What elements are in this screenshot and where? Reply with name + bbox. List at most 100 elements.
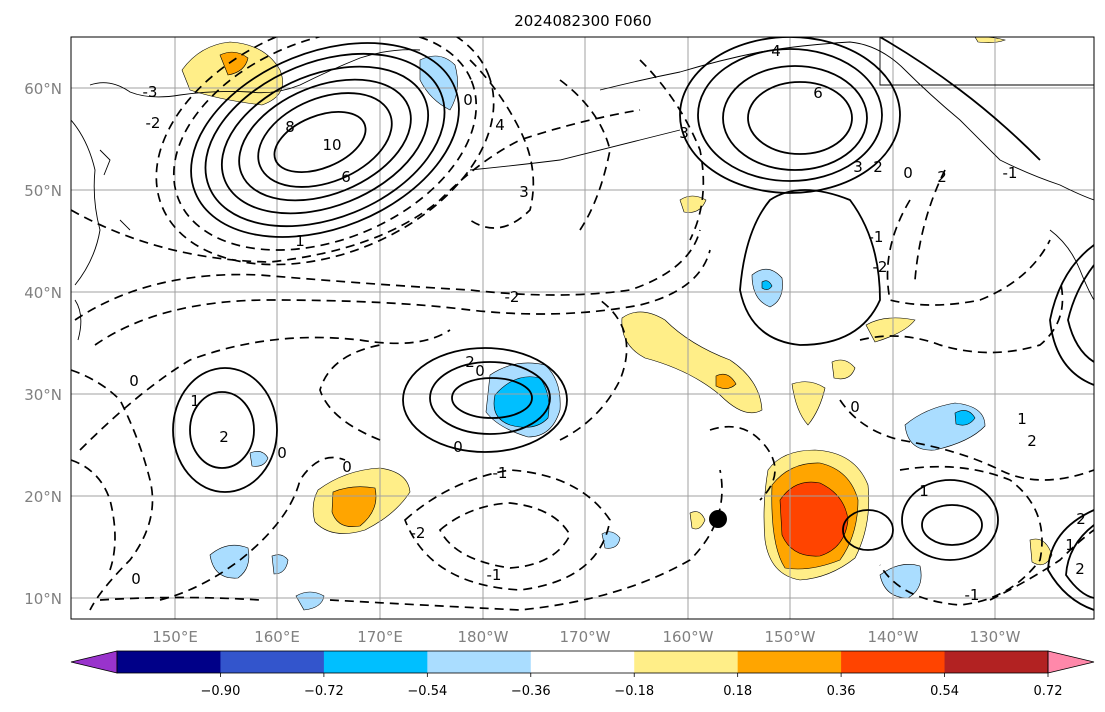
- coastlines: [71, 37, 1094, 341]
- lat-tick-label: 30°N: [24, 386, 62, 404]
- contour-label: 1: [1065, 536, 1075, 554]
- contour-label: 10: [322, 136, 341, 154]
- lat-tick-label: 20°N: [24, 488, 62, 506]
- contour-label: 2: [1027, 432, 1037, 450]
- map-frame: [70, 36, 1095, 620]
- shade-orange: [331, 486, 377, 527]
- colorbar-tick-label: −0.18: [614, 684, 654, 699]
- colorbar-segment: [841, 651, 946, 673]
- colorbar-tick-label: −0.54: [407, 684, 447, 699]
- contour-label: 2: [873, 158, 883, 176]
- contour-label: 3: [679, 124, 689, 142]
- lat-tick-label: 40°N: [24, 284, 62, 302]
- longitude-labels: 150°E 160°E 170°E 180°W 170°W 160°W 150°W 140°W…: [152, 628, 1020, 646]
- shade-lightblue: [295, 591, 325, 611]
- contour-label: 0: [903, 164, 913, 182]
- contour-label: 3: [519, 183, 529, 201]
- contour-label: 4: [771, 42, 781, 60]
- shade-blue: [761, 280, 773, 290]
- shade-yellow: [791, 381, 826, 426]
- colorbar-segment: [634, 651, 739, 673]
- contour-label: 2: [465, 353, 475, 371]
- contour-label: 0: [850, 398, 860, 416]
- map-background: [71, 37, 1094, 619]
- colorbar-extend-max: [1047, 650, 1095, 674]
- shade-lightblue: [879, 564, 922, 599]
- colorbar-tick-label: −0.36: [511, 684, 551, 699]
- shade-orange: [715, 373, 737, 389]
- contours: [71, 37, 1094, 611]
- contour-label: -1: [493, 464, 508, 482]
- colorbar-frame: [116, 650, 1049, 674]
- contour-label: 6: [341, 168, 351, 186]
- contour-label: 2: [1076, 510, 1086, 528]
- shade-lightblue: [209, 544, 250, 579]
- shade-yellow: [689, 511, 706, 530]
- contour-label: 6: [813, 84, 823, 102]
- lat-tick-label: 10°N: [24, 590, 62, 608]
- colorbar-segment: [427, 651, 532, 673]
- colorbar-tick-label: −0.90: [201, 684, 241, 699]
- contour-label: 1: [1017, 410, 1027, 428]
- lon-tick-label: 160°W: [663, 628, 714, 646]
- lon-tick-label: 170°W: [560, 628, 611, 646]
- colorbar: [70, 650, 1095, 674]
- shade-lightblue: [249, 451, 269, 467]
- lon-tick-label: 130°W: [970, 628, 1021, 646]
- lon-tick-label: 140°W: [868, 628, 919, 646]
- shade-lightblue: [271, 554, 289, 575]
- contour-label: 4: [495, 116, 505, 134]
- contour-label: 1: [190, 392, 200, 410]
- shade-blue: [493, 376, 550, 428]
- solid-contours: [172, 37, 1094, 611]
- chart-title: 2024082300 F060: [514, 12, 651, 30]
- latitude-labels: 60°N 50°N 40°N 30°N 20°N 10°N: [24, 80, 62, 608]
- lon-tick-label: 150°E: [152, 628, 198, 646]
- colorbar-tick-label: 0.36: [827, 684, 856, 699]
- contour-label: 0: [131, 570, 141, 588]
- contour-label: 1: [295, 232, 305, 250]
- coastline-alaska: [599, 41, 1094, 201]
- contour-label: -1: [487, 566, 502, 584]
- colorbar-tick-label: 0.72: [1034, 684, 1063, 699]
- shade-blue: [954, 410, 976, 426]
- contour-label: 1: [919, 482, 929, 500]
- contour-label: 3: [853, 158, 863, 176]
- contour-label: 2: [937, 168, 947, 186]
- colorbar-segment: [944, 651, 1049, 673]
- contour-label: 0: [463, 91, 473, 109]
- colorbar-tick-label: −0.72: [304, 684, 344, 699]
- location-marker: [709, 510, 727, 528]
- contour-label: 8: [285, 118, 295, 136]
- shaded-regions: [181, 37, 1053, 611]
- coastline-islands-west: [74, 149, 131, 341]
- shade-orange: [219, 51, 249, 76]
- aleutian-chain: [469, 129, 681, 171]
- coastline-asia: [71, 49, 421, 286]
- gridlines: [71, 37, 1094, 619]
- lon-tick-label: 170°E: [357, 628, 403, 646]
- shade-yellow: [1029, 538, 1053, 566]
- contour-label: -2: [146, 114, 161, 132]
- colorbar-segment: [323, 651, 428, 673]
- contour-label: -3: [143, 83, 158, 101]
- contour-label: -1: [965, 586, 980, 604]
- lat-tick-label: 50°N: [24, 182, 62, 200]
- contour-label: 2: [1075, 560, 1085, 578]
- shade-yellow: [831, 359, 856, 380]
- contour-label: 0: [453, 438, 463, 456]
- contour-label: 2: [219, 428, 229, 446]
- colorbar-labels: −0.90 −0.72 −0.54 −0.36 −0.18 0.18 0.36 0.54 0.7…: [201, 673, 1063, 699]
- contour-label: -2: [411, 524, 426, 542]
- contour-label: -1: [1003, 164, 1018, 182]
- lon-tick-label: 180°W: [458, 628, 509, 646]
- colorbar-segment: [220, 651, 325, 673]
- colorbar-tick-label: 0.18: [723, 684, 752, 699]
- lon-tick-label: 160°E: [254, 628, 300, 646]
- colorbar-segment: [117, 651, 221, 673]
- contour-label: 0: [129, 372, 139, 390]
- lat-tick-label: 60°N: [24, 80, 62, 98]
- contour-label: -2: [505, 288, 520, 306]
